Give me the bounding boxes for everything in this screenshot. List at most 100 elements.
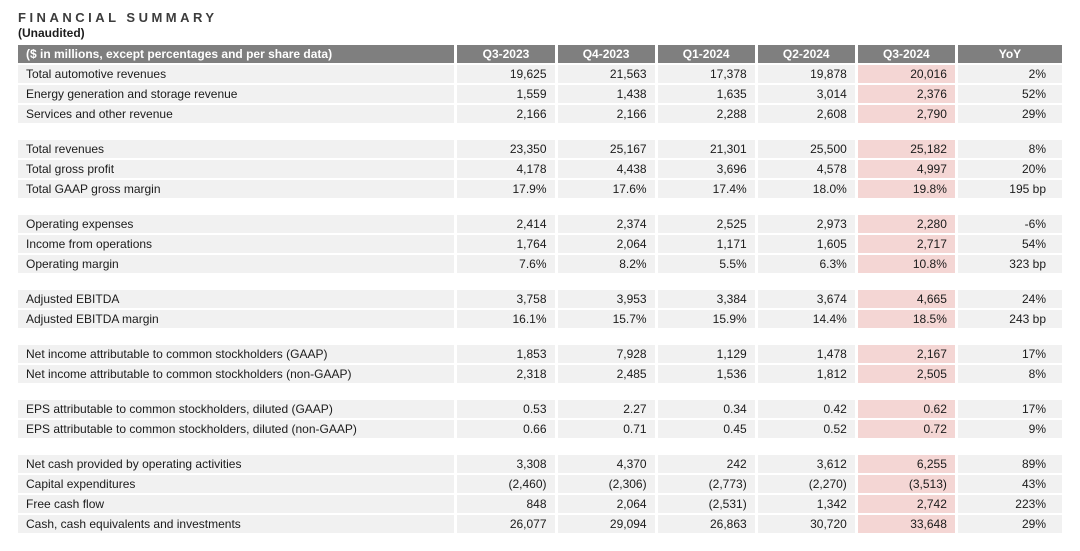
row-label: Free cash flow <box>18 495 455 513</box>
cell-value: 17.4% <box>657 180 755 198</box>
cell-value: 2% <box>957 65 1062 83</box>
cell-value-highlighted: 2,167 <box>857 345 955 363</box>
spacer-row <box>18 200 1062 213</box>
cell-value: 9% <box>957 420 1062 438</box>
cell-value: 2,318 <box>457 365 555 383</box>
cell-value: 24% <box>957 290 1062 308</box>
row-label: Total GAAP gross margin <box>18 180 455 198</box>
row-label: Income from operations <box>18 235 455 253</box>
cell-value: 7.6% <box>457 255 555 273</box>
cell-value-highlighted: 2,505 <box>857 365 955 383</box>
cell-value-highlighted: 20,016 <box>857 65 955 83</box>
cell-value: 5.5% <box>657 255 755 273</box>
page-title: FINANCIAL SUMMARY <box>18 10 218 25</box>
cell-value: 18.0% <box>757 180 855 198</box>
cell-value: (2,306) <box>557 475 655 493</box>
cell-value: 242 <box>657 455 755 473</box>
row-label: Total gross profit <box>18 160 455 178</box>
column-header: Q3-2024 <box>857 45 955 63</box>
cell-value: 89% <box>957 455 1062 473</box>
cell-value: 2,608 <box>757 105 855 123</box>
cell-value: 3,308 <box>457 455 555 473</box>
table-row: Operating expenses 2,414 2,374 2,525 2,973 2,… <box>18 215 1062 233</box>
cell-value: 0.66 <box>457 420 555 438</box>
cell-value: 1,478 <box>757 345 855 363</box>
cell-value-highlighted: 2,790 <box>857 105 955 123</box>
cell-value: 3,612 <box>757 455 855 473</box>
cell-value: 15.7% <box>557 310 655 328</box>
cell-value-highlighted: 2,280 <box>857 215 955 233</box>
cell-value: 29,094 <box>557 515 655 533</box>
cell-value: 16.1% <box>457 310 555 328</box>
table-row: Cash, cash equivalents and investments 26… <box>18 515 1062 533</box>
cell-value: 17,378 <box>657 65 755 83</box>
column-header: Q4-2023 <box>557 45 655 63</box>
cell-value: 1,605 <box>757 235 855 253</box>
spacer-row <box>18 330 1062 343</box>
cell-value: 3,014 <box>757 85 855 103</box>
cell-value: 26,863 <box>657 515 755 533</box>
table-row: Total GAAP gross margin 17.9% 17.6% 17.4% 18… <box>18 180 1062 198</box>
cell-value: 2,374 <box>557 215 655 233</box>
cell-value: 1,812 <box>757 365 855 383</box>
financial-summary-table: ($ in millions, except percentages and p… <box>15 43 1065 535</box>
cell-value-highlighted: 0.62 <box>857 400 955 418</box>
spacer-row <box>18 440 1062 453</box>
cell-value: 3,953 <box>557 290 655 308</box>
cell-value: (2,460) <box>457 475 555 493</box>
cell-value: 1,129 <box>657 345 755 363</box>
cell-value: 3,696 <box>657 160 755 178</box>
table-body: Total automotive revenues 19,625 21,563 17,… <box>18 65 1062 533</box>
row-label: Energy generation and storage revenue <box>18 85 455 103</box>
row-label: Adjusted EBITDA <box>18 290 455 308</box>
cell-value: 2,288 <box>657 105 755 123</box>
cell-value-highlighted: 19.8% <box>857 180 955 198</box>
column-header: Q2-2024 <box>757 45 855 63</box>
cell-value: 19,878 <box>757 65 855 83</box>
spacer-row <box>18 385 1062 398</box>
cell-value: 223% <box>957 495 1062 513</box>
cell-value: 21,563 <box>557 65 655 83</box>
cell-value: 1,536 <box>657 365 755 383</box>
cell-value: 0.71 <box>557 420 655 438</box>
cell-value: 25,500 <box>757 140 855 158</box>
table-row: Free cash flow 848 2,064 (2,531) 1,342 2,742 2… <box>18 495 1062 513</box>
table-row: Adjusted EBITDA 3,758 3,953 3,384 3,674 4,665… <box>18 290 1062 308</box>
row-label: Operating expenses <box>18 215 455 233</box>
cell-value: 21,301 <box>657 140 755 158</box>
cell-value: 6.3% <box>757 255 855 273</box>
cell-value: 17.9% <box>457 180 555 198</box>
cell-value: 3,758 <box>457 290 555 308</box>
spacer-row <box>18 275 1062 288</box>
table-row: Adjusted EBITDA margin 16.1% 15.7% 15.9% 14.… <box>18 310 1062 328</box>
cell-value: 2,414 <box>457 215 555 233</box>
cell-value-highlighted: 10.8% <box>857 255 955 273</box>
cell-value: 15.9% <box>657 310 755 328</box>
column-header: Q3-2023 <box>457 45 555 63</box>
cell-value: 1,342 <box>757 495 855 513</box>
cell-value: 3,674 <box>757 290 855 308</box>
cell-value: 2,166 <box>457 105 555 123</box>
row-label: Adjusted EBITDA margin <box>18 310 455 328</box>
cell-value: 14.4% <box>757 310 855 328</box>
cell-value: 2,973 <box>757 215 855 233</box>
spacer-row <box>18 125 1062 138</box>
cell-value: 17.6% <box>557 180 655 198</box>
table-row: Income from operations 1,764 2,064 1,171 1,6… <box>18 235 1062 253</box>
cell-value: 0.52 <box>757 420 855 438</box>
cell-value-highlighted: 2,742 <box>857 495 955 513</box>
cell-value: 848 <box>457 495 555 513</box>
row-label: Total automotive revenues <box>18 65 455 83</box>
table-header-row: ($ in millions, except percentages and p… <box>18 45 1062 63</box>
table-row: Net income attributable to common stockh… <box>18 365 1062 383</box>
row-label: EPS attributable to common stockholders,… <box>18 400 455 418</box>
cell-value: 25,167 <box>557 140 655 158</box>
cell-value: -6% <box>957 215 1062 233</box>
cell-value: 0.53 <box>457 400 555 418</box>
cell-value: 1,171 <box>657 235 755 253</box>
cell-value: 29% <box>957 515 1062 533</box>
row-label: Capital expenditures <box>18 475 455 493</box>
cell-value: 54% <box>957 235 1062 253</box>
cell-value-highlighted: 18.5% <box>857 310 955 328</box>
column-header: Q1-2024 <box>657 45 755 63</box>
